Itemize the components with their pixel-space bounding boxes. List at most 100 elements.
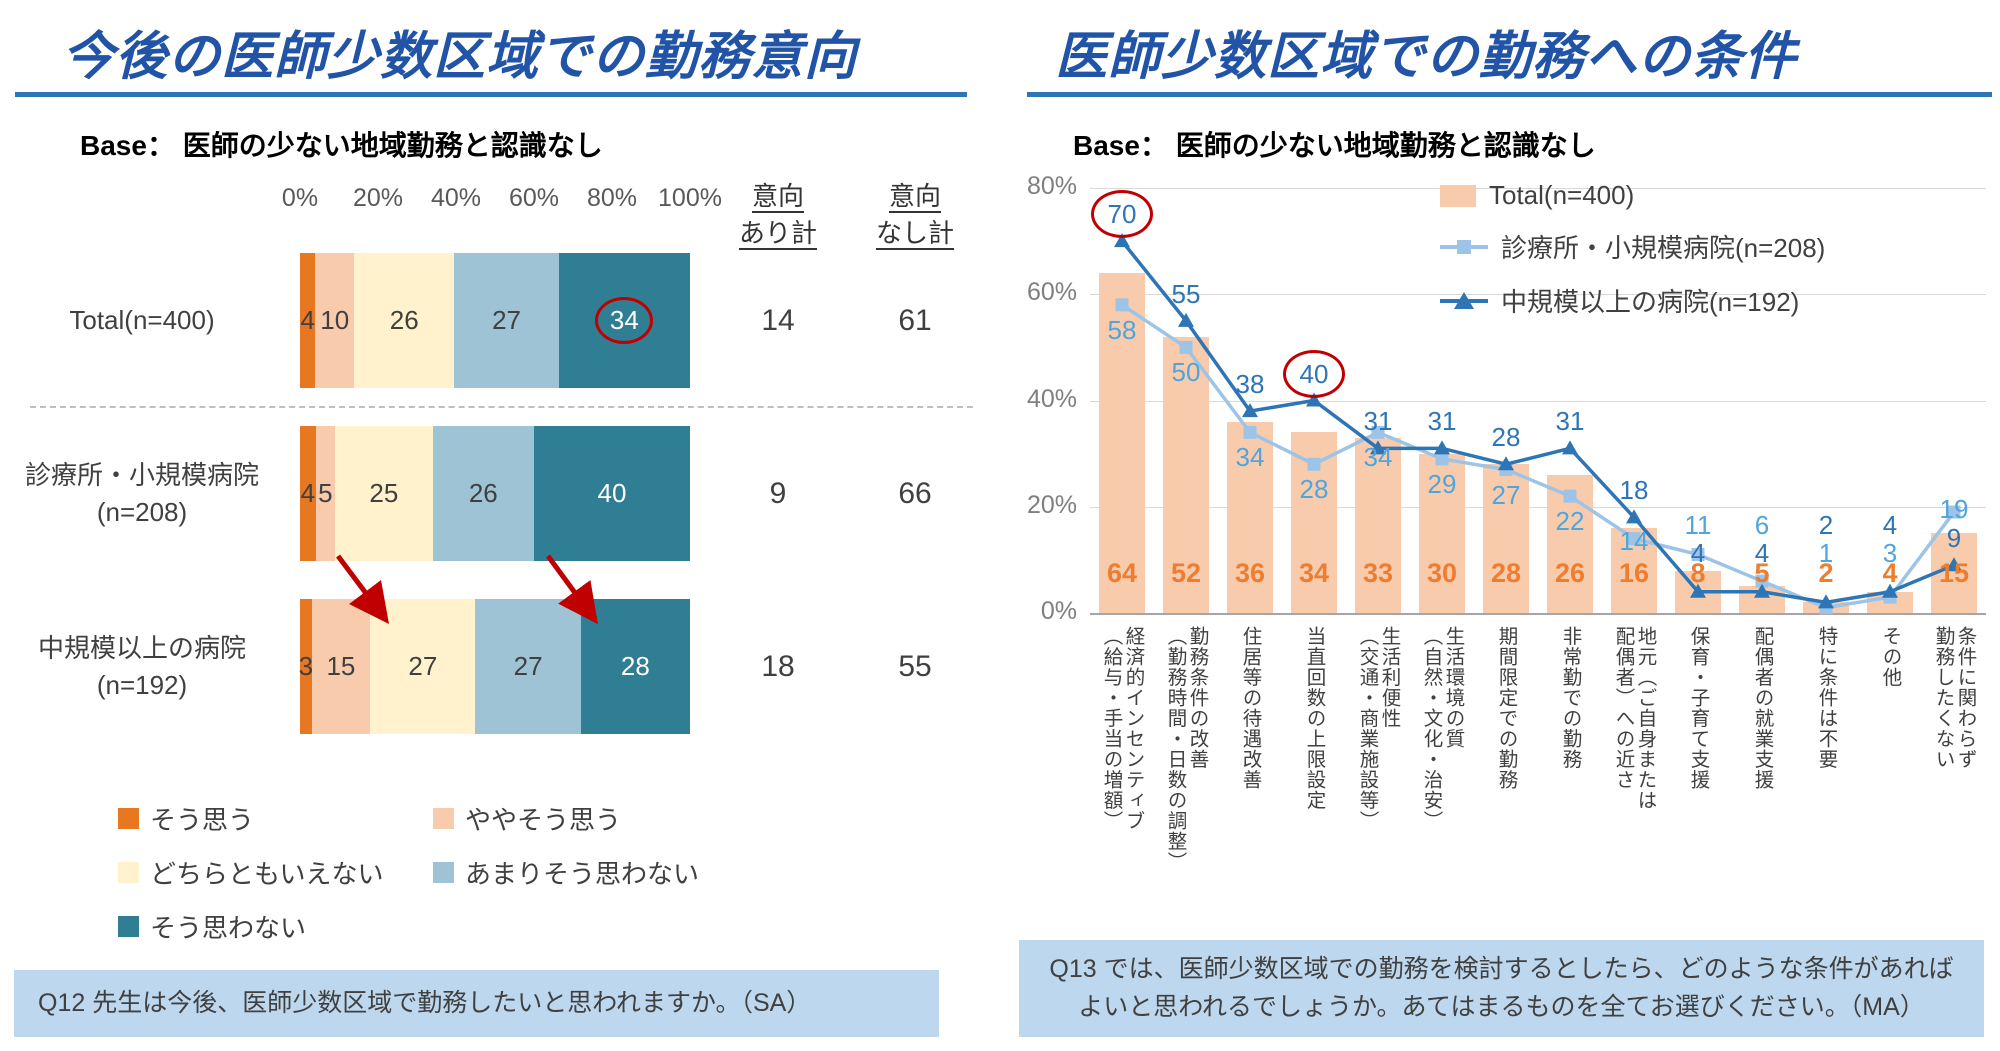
total-value-label: 16 [1618, 558, 1650, 588]
gridline [1090, 613, 1986, 615]
legend-label: ややそう思う [465, 805, 622, 835]
category-label-text: 特に条件は不要 [1815, 626, 1837, 770]
legend-item: ややそう思う [433, 800, 863, 837]
right-base-note: Base： 医師の少ない地域勤務と認識なし [1073, 130, 1596, 161]
circled-value: 34 [595, 297, 654, 344]
y-axis-tick-label: 40% [1026, 384, 1077, 413]
bar-segment: 27 [475, 599, 581, 734]
bar-segment-value: 3 [298, 651, 314, 681]
total-value-label: 64 [1106, 558, 1138, 588]
bar-segment-value: 27 [408, 651, 438, 681]
series-value-label-clinic: 22 [1555, 506, 1585, 537]
category-label: その他 [1858, 626, 1922, 936]
category-label-text: 地元（ご自身または 配偶者）への近さ [1612, 626, 1656, 811]
legend-label: あまりそう思わない [465, 859, 700, 889]
stacked-bar: 3 15 27 27 28 [298, 599, 690, 734]
left-base-note: Base： 医師の少ない地域勤務と認識なし [80, 130, 603, 161]
category-label: 配偶者の就業支援 [1730, 626, 1794, 936]
legend-item: あまりそう思わない [433, 854, 863, 891]
bar-segment: 28 [580, 599, 690, 734]
total-value-label: 8 [1690, 558, 1706, 588]
panel-work-intention: 今後の医師少数区域での勤務意向 Base： 医師の少ない地域勤務と認識なし 0%… [0, 0, 995, 1051]
bar-segment-value: 4 [300, 305, 315, 335]
bar-segment-value: 15 [326, 651, 356, 681]
legend-swatch [118, 862, 139, 883]
summary-value: 14 [761, 303, 795, 337]
legend-label: 診療所・小規模病院(n=208) [1501, 233, 1826, 263]
right-title-underline [1027, 92, 1992, 97]
triangle-marker [1178, 312, 1194, 327]
y-axis-tick-label: 20% [1026, 490, 1077, 519]
row-label-line: Total(n=400) [69, 305, 215, 335]
summary-value: 55 [898, 649, 932, 683]
total-value-label: 34 [1298, 558, 1330, 588]
row-label-line: (n=192) [96, 669, 188, 700]
chart-legend: Total(n=400) 診療所・小規模病院(n=208) 中規模以上の病院(n=1… [1440, 180, 1825, 319]
bar-segment: 5 [315, 426, 336, 561]
series-value-label-clinic: 19 [1939, 494, 1969, 525]
legend-label: そう思う [150, 805, 255, 835]
series-value-label-clinic: 29 [1427, 468, 1457, 499]
series-value-label-hospital: 31 [1555, 406, 1585, 437]
legend-item: Total(n=400) [1440, 180, 1825, 211]
legend-swatch [1440, 236, 1488, 258]
bar-segment-value: 4 [300, 478, 316, 508]
triangle-marker [1242, 403, 1258, 418]
x-axis-tick-label: 40% [430, 184, 482, 212]
row-label: 診療所・小規模病院 (n=208) [0, 426, 284, 561]
series-value-label-clinic: 50 [1171, 357, 1201, 388]
series-value-label-clinic: 3 [1882, 538, 1898, 568]
gridline [1090, 188, 1986, 189]
summary-value: 61 [898, 303, 932, 337]
bar-segment-value: 26 [389, 305, 419, 335]
total-value-label: 30 [1426, 558, 1458, 588]
total-value-label: 33 [1362, 558, 1394, 588]
bar-segment: 27 [454, 253, 559, 388]
category-label: 生活利便性 （交通・商業施設等） [1346, 626, 1410, 936]
stacked-bar-chart: 0% 20% 40% 60% 80% 100% 意向 あり計 意向 なし計 Total(n=400)… [0, 178, 995, 768]
series-value-label-hospital: 28 [1491, 422, 1521, 453]
series-value-label-clinic: 28 [1299, 474, 1329, 505]
bar-segment: 27 [370, 599, 476, 734]
legend-item: 診療所・小規模病院(n=208) [1440, 228, 1825, 265]
category-label-text: 生活環境の質 （自然・文化・治安） [1420, 626, 1464, 831]
x-axis-tick-label: 20% [352, 184, 404, 212]
category-label: 当直回数の上限設定 [1282, 626, 1346, 936]
category-label-text: 非常勤での勤務 [1559, 626, 1581, 770]
legend-item: そう思わない [118, 908, 433, 945]
series-value-label-hospital: 4 [1754, 538, 1770, 568]
category-label: 住居等の待遇改善 [1218, 626, 1282, 936]
summary-value: 18 [761, 649, 795, 683]
series-value-label-hospital: 18 [1619, 475, 1649, 506]
series-value-label-hospital: 9 [1946, 523, 1962, 554]
total-bar [1867, 591, 1913, 613]
category-label-text: 当直回数の上限設定 [1303, 626, 1325, 811]
bar-segment-value: 27 [513, 651, 543, 681]
bar-segment-value: 5 [318, 478, 333, 508]
series-value-label-hospital: 38 [1235, 369, 1265, 400]
legend-label: Total(n=400) [1489, 180, 1635, 210]
series-value-label-hospital: 2 [1818, 510, 1834, 540]
series-value-label-hospital: 31 [1363, 406, 1393, 437]
category-label: 経済的インセンティブ （給与・手当の増額） [1090, 626, 1154, 936]
bar-line-combo-chart: 0% 20% 40% 60% 80% 58 70 64 50 55 52 34 38 36 28 40 34 34… [1015, 168, 2000, 958]
y-axis-tick-label: 60% [1026, 278, 1077, 307]
category-label-text: 期間限定での勤務 [1495, 626, 1517, 790]
bar-segment-value: 25 [369, 478, 399, 508]
series-value-label-clinic: 27 [1491, 479, 1521, 510]
category-label: 条件に関わらず 勤務したくない [1922, 626, 1986, 936]
summary-header-line: 意向 [751, 181, 805, 211]
category-label: 勤務条件の改善 （勤務時間・日数の調整） [1154, 626, 1218, 936]
category-label-text: 配偶者の就業支援 [1751, 626, 1773, 790]
left-title-underline [15, 92, 967, 97]
x-axis-tick-label: 0% [281, 184, 319, 212]
total-value-label: 5 [1754, 558, 1770, 588]
triangle-marker [1434, 440, 1450, 455]
legend-swatch [1440, 184, 1476, 207]
category-label-text: 条件に関わらず 勤務したくない [1932, 626, 1976, 770]
x-axis-tick-label: 80% [586, 184, 638, 212]
bar-segment-value: 27 [492, 305, 522, 335]
category-label: 特に条件は不要 [1794, 626, 1858, 936]
bar-segment-value: 28 [620, 651, 650, 681]
